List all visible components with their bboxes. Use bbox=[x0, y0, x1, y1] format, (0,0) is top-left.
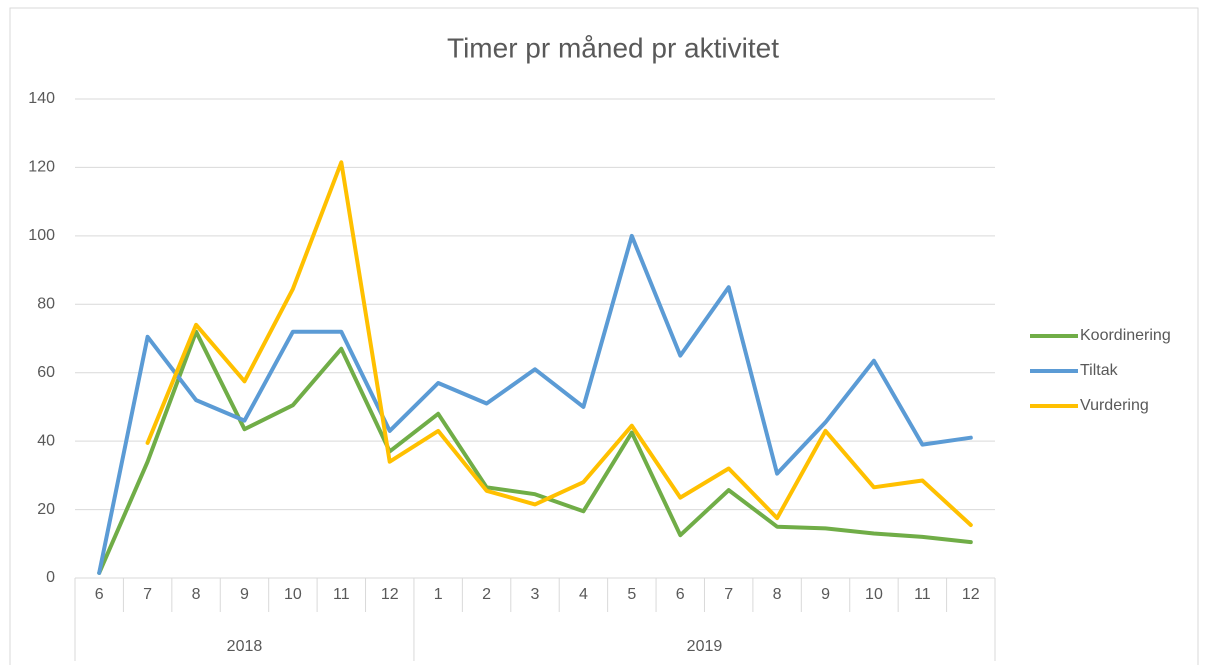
legend-label: Vurdering bbox=[1080, 397, 1149, 414]
series-line bbox=[97, 329, 973, 575]
x-tick-label: 10 bbox=[865, 586, 883, 603]
x-tick-label: 12 bbox=[962, 586, 980, 603]
series-line bbox=[97, 233, 973, 575]
x-tick-label: 11 bbox=[333, 586, 350, 603]
y-tick-label: 140 bbox=[28, 90, 55, 107]
x-tick-label: 10 bbox=[284, 586, 302, 603]
y-tick-label: 120 bbox=[28, 159, 55, 176]
group-label: 2018 bbox=[227, 638, 263, 655]
x-tick-label: 5 bbox=[627, 586, 636, 603]
x-tick-label: 2 bbox=[482, 586, 491, 603]
x-tick-label: 11 bbox=[914, 586, 931, 603]
group-label: 2019 bbox=[687, 638, 723, 655]
y-tick-label: 80 bbox=[37, 296, 55, 313]
x-tick-label: 6 bbox=[676, 586, 685, 603]
chart-title: Timer pr måned pr aktivitet bbox=[447, 32, 779, 63]
y-tick-label: 40 bbox=[37, 432, 55, 449]
x-tick-label: 4 bbox=[579, 586, 588, 603]
x-tick-label: 6 bbox=[95, 586, 104, 603]
legend-label: Tiltak bbox=[1080, 362, 1119, 379]
x-tick-label: 12 bbox=[381, 586, 399, 603]
y-tick-label: 100 bbox=[28, 227, 55, 244]
x-tick-label: 9 bbox=[240, 586, 249, 603]
y-tick-label: 60 bbox=[37, 364, 55, 381]
y-tick-label: 20 bbox=[37, 501, 55, 518]
x-tick-label: 7 bbox=[724, 586, 733, 603]
x-tick-label: 9 bbox=[821, 586, 830, 603]
chart-border bbox=[9, 7, 1199, 665]
x-tick-label: 7 bbox=[143, 586, 152, 603]
x-tick-label: 3 bbox=[531, 586, 540, 603]
x-tick-label: 8 bbox=[192, 586, 201, 603]
x-tick-label: 1 bbox=[434, 586, 443, 603]
x-tick-label: 8 bbox=[773, 586, 782, 603]
y-tick-label: 0 bbox=[46, 569, 55, 586]
series-line bbox=[145, 160, 973, 527]
legend-label: Koordinering bbox=[1080, 327, 1171, 344]
